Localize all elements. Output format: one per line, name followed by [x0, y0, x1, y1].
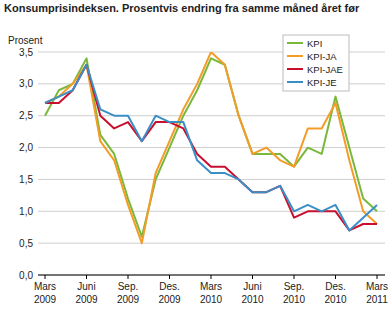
x-tick-label: Sep. 2009	[117, 281, 140, 305]
x-tick	[128, 275, 129, 279]
y-tick-label: 2,0	[19, 142, 33, 153]
x-tick-label: Mars 2009	[34, 281, 57, 305]
legend-swatch	[287, 68, 303, 70]
y-tick-label: 1,5	[19, 174, 33, 185]
chart: Konsumprisindeksen. Prosentvis endring f…	[0, 0, 392, 313]
x-tick-label-line: Des.	[159, 281, 180, 292]
x-tick-label-line: 2010	[324, 294, 347, 305]
x-tick-label-line: Juni	[77, 281, 95, 292]
x-tick-label-line: 2009	[75, 294, 98, 305]
x-tick-label-line: 2010	[283, 294, 306, 305]
x-tick	[294, 275, 295, 279]
x-tick-label: Juni 2009	[75, 281, 98, 305]
series-group	[45, 52, 377, 243]
x-tick	[169, 275, 170, 279]
x-tick	[335, 275, 336, 279]
grid-line	[38, 147, 385, 148]
legend-label: KPI-JA	[307, 51, 337, 62]
x-tick-label-line: 2009	[34, 294, 57, 305]
legend-box	[283, 35, 349, 91]
x-tick-label-line: Mars	[34, 281, 56, 292]
x-tick-label: Des. 2009	[158, 281, 181, 305]
legend-label: KPI	[307, 38, 322, 49]
y-tick-label: 1,0	[19, 206, 33, 217]
legend: KPI KPI-JA KPI-JAE KPI-JE	[283, 35, 349, 91]
x-tick-label-line: 2009	[158, 294, 181, 305]
x-tick-label-line: 2011	[366, 294, 388, 305]
x-tick	[252, 275, 253, 279]
grid-line	[38, 243, 385, 244]
x-tick-label-line: Sep.	[118, 281, 139, 292]
x-tick-label-line: Juni	[243, 281, 261, 292]
x-tick-label: Mars 2010	[200, 281, 223, 305]
series-line	[45, 52, 377, 243]
x-tick-label: Juni 2010	[241, 281, 264, 305]
title: Konsumprisindeksen. Prosentvis endring f…	[4, 2, 360, 14]
y-tick-label: 3,5	[19, 47, 33, 58]
grid-line	[38, 179, 385, 180]
x-tick	[45, 275, 46, 279]
y-tick-label: 0,5	[19, 238, 33, 249]
series-line	[45, 58, 377, 236]
legend-swatch	[287, 81, 303, 83]
legend-label: KPI-JAE	[307, 64, 343, 75]
x-tick-label-line: Mars	[200, 281, 222, 292]
x-tick	[86, 275, 87, 279]
x-tick	[377, 275, 378, 279]
x-tick-label-line: 2009	[117, 294, 140, 305]
x-tick-label-line: Mars	[366, 281, 388, 292]
y-tick-label: 3,0	[19, 78, 33, 89]
x-tick-label-line: Des.	[325, 281, 346, 292]
x-tick-label-line: 2010	[241, 294, 264, 305]
x-tick	[211, 275, 212, 279]
x-tick-label-line: Sep.	[284, 281, 305, 292]
legend-label: KPI-JE	[307, 77, 337, 88]
x-tick-label: Mars 2011	[366, 281, 388, 305]
y-tick-label: 2,5	[19, 110, 33, 121]
x-tick-label: Des. 2010	[324, 281, 347, 305]
y-tick-label: 0,0	[19, 270, 33, 281]
grid-line	[38, 115, 385, 116]
legend-swatch	[287, 55, 303, 57]
x-tick-label-line: 2010	[200, 294, 223, 305]
y-axis-label: Prosent	[8, 35, 43, 46]
legend-swatch	[287, 42, 303, 44]
x-tick-label: Sep. 2010	[283, 281, 306, 305]
